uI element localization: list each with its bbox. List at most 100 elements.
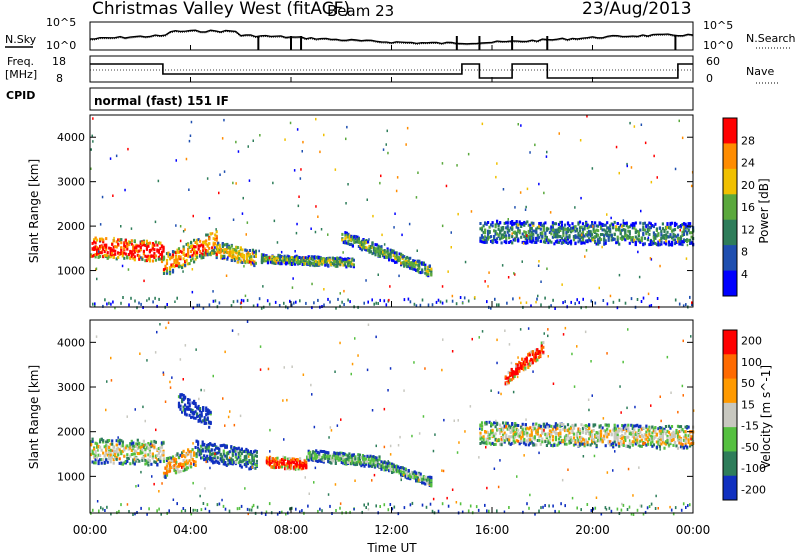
data-cell: [687, 229, 690, 232]
colorbar-tick-2: 12: [741, 223, 755, 236]
data-cell: [345, 460, 348, 464]
data-cell: [328, 457, 331, 461]
data-cell: [505, 226, 508, 230]
data-cell: [157, 249, 160, 252]
ground-cell: [544, 296, 546, 300]
data-cell: [123, 243, 126, 247]
data-cell: [392, 249, 395, 253]
data-cell: [339, 262, 342, 266]
data-cell: [268, 463, 272, 467]
data-cell: [377, 244, 380, 248]
data-cell: [410, 261, 413, 265]
ground-cell: [506, 301, 508, 305]
ground-cell: [313, 301, 315, 305]
data-cell: [368, 249, 371, 252]
data-cell: [649, 226, 652, 230]
sparse-cell: [94, 305, 96, 308]
data-cell: [248, 460, 251, 464]
data-cell: [670, 242, 674, 246]
sparse-cell: [629, 121, 631, 125]
data-cell: [424, 267, 427, 271]
data-cell: [589, 430, 592, 434]
data-cell: [243, 463, 246, 467]
ground-cell: [377, 302, 379, 305]
ground-cell: [283, 301, 285, 305]
data-cell: [616, 235, 619, 239]
data-cell: [130, 242, 133, 246]
ground-cell: [158, 297, 160, 301]
sparse-cell: [450, 231, 452, 234]
data-cell: [509, 378, 512, 382]
data-cell: [651, 431, 654, 435]
data-cell: [251, 462, 254, 466]
data-cell: [145, 242, 148, 246]
data-cell: [103, 250, 106, 253]
data-cell: [484, 238, 487, 242]
data-cell: [177, 401, 181, 405]
data-cell: [321, 455, 324, 459]
data-cell: [156, 447, 159, 451]
data-cell: [551, 435, 554, 439]
data-cell: [666, 436, 669, 440]
data-cell: [430, 479, 433, 483]
ground-cell: [367, 300, 369, 304]
data-cell: [507, 370, 510, 374]
data-cell: [109, 252, 112, 256]
data-cell: [580, 235, 583, 239]
data-cell: [361, 463, 365, 466]
sparse-cell: [464, 260, 467, 264]
sparse-cell: [320, 228, 323, 231]
data-cell: [239, 253, 242, 256]
data-cell: [547, 441, 550, 445]
data-cell: [530, 431, 533, 435]
data-cell: [120, 252, 123, 255]
data-cell: [493, 421, 496, 425]
sparse-cell: [310, 227, 312, 230]
data-cell: [672, 443, 675, 447]
data-cell: [532, 239, 535, 243]
data-cell: [209, 442, 212, 446]
data-cell: [153, 251, 156, 255]
data-cell: [348, 261, 351, 265]
data-cell: [195, 455, 198, 459]
data-cell: [589, 443, 592, 447]
data-cell: [533, 423, 536, 427]
data-cell: [307, 255, 310, 259]
data-cell: [544, 221, 547, 225]
data-cell: [242, 254, 245, 257]
data-cell: [581, 235, 585, 239]
data-cell: [487, 221, 490, 224]
sparse-cell: [591, 167, 594, 170]
data-cell: [245, 464, 248, 468]
data-cell: [404, 474, 407, 478]
data-cell: [652, 427, 655, 431]
data-cell: [606, 234, 609, 238]
sparse-cell: [293, 169, 296, 172]
data-cell: [115, 439, 118, 443]
data-cell: [252, 450, 255, 454]
ground-cell: [685, 303, 687, 307]
data-cell: [187, 407, 190, 411]
sparse-cell: [191, 290, 194, 294]
data-cell: [523, 220, 526, 224]
data-cell: [109, 448, 112, 452]
data-cell: [522, 364, 525, 368]
data-cell: [199, 415, 202, 419]
data-cell: [609, 227, 612, 231]
data-cell: [660, 442, 663, 446]
data-cell: [336, 264, 339, 268]
ground-cell: [413, 302, 416, 306]
data-cell: [96, 442, 99, 446]
data-cell: [643, 236, 646, 240]
data-cell: [568, 441, 571, 445]
data-cell: [521, 367, 524, 370]
data-cell: [346, 264, 349, 268]
data-cell: [321, 262, 324, 266]
data-cell: [500, 426, 503, 430]
data-cell: [556, 423, 559, 427]
data-cell: [571, 423, 574, 427]
data-cell: [279, 459, 282, 463]
data-cell: [400, 261, 403, 265]
data-cell: [285, 262, 288, 266]
data-cell: [511, 435, 514, 439]
